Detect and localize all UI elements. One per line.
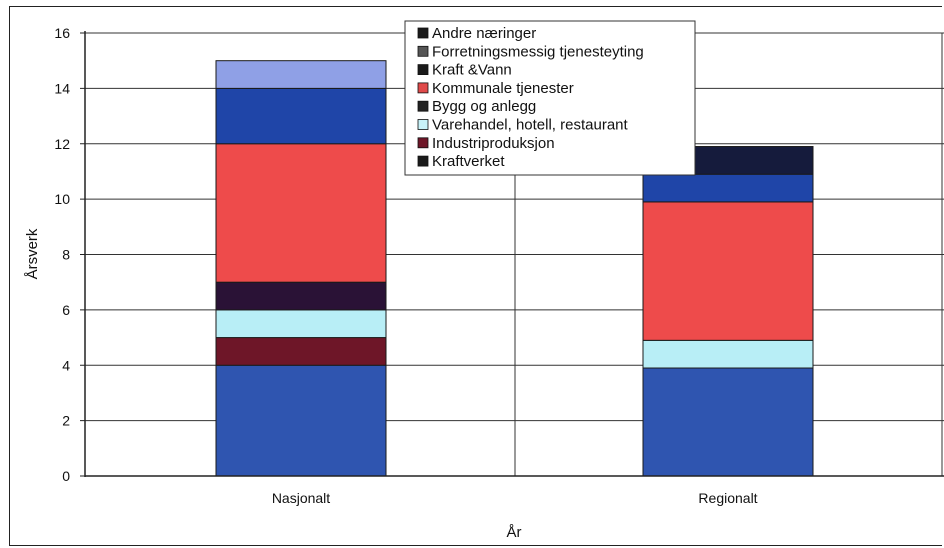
y-tick-label-4: 4 [62,357,70,373]
chart-frame [9,6,942,546]
legend-swatch-varehandel-hotell-restaurant [417,119,429,130]
bar-segment-regionalt-kommunale-tjenester [642,201,814,341]
legend-swatch-kraft-vann [417,64,429,75]
y-axis-title: Årsverk [24,228,41,279]
legend-swatch-industriproduksjon [417,137,429,149]
x-axis-title: År [507,524,522,541]
legend-swatch-andre-næringer [417,27,429,39]
bar-segment-nasjonalt-kraft-vann [215,87,387,145]
legend-swatch-bygg-og-anlegg [417,100,429,112]
bar-segment-nasjonalt-kraftverket [215,364,387,477]
legend-label-kraftverket: Kraftverket [432,153,505,170]
bar-segment-nasjonalt-forretningsmessig-tjenesteyting [215,60,387,89]
bar-segment-nasjonalt-varehandel-hotell-restaurant [215,309,387,339]
x-tick-label-nasjonalt: Nasjonalt [272,490,330,506]
legend-swatch-kommunale-tjenester [417,82,429,94]
bar-segment-regionalt-kraft-vann [642,173,814,203]
y-tick-label-0: 0 [62,468,70,484]
y-tick-label-12: 12 [54,136,70,152]
legend-label-kraft-vann: Kraft &Vann [432,62,512,79]
x-tick-labels: Nasjonalt Regionalt [272,490,758,506]
legend-swatch-forretningsmessig-tjenesteyting [417,45,429,57]
legend-label-andre-næringer: Andre næringer [432,25,536,42]
y-tick-label-2: 2 [62,413,70,429]
x-tick-label-regionalt: Regionalt [698,490,757,506]
axes [80,31,944,477]
y-tick-labels: 0 2 4 6 8 10 12 14 16 [54,25,70,484]
legend-label-bygg-og-anlegg: Bygg og anlegg [432,98,536,115]
legend-label-kommunale-tjenester: Kommunale tjenester [432,80,574,97]
bar-segment-nasjonalt-bygg-og-anlegg [215,281,387,311]
y-tick-label-16: 16 [54,25,70,41]
y-tick-label-10: 10 [54,191,70,207]
y-tick-label-8: 8 [62,247,70,263]
bar-segment-nasjonalt-industriproduksjon [215,337,387,366]
bar-segment-regionalt-kraftverket [642,367,814,477]
legend-label-industriproduksjon: Industriproduksjon [432,135,555,152]
y-tick-label-6: 6 [62,302,70,318]
bars [215,60,814,477]
legend-label-forretningsmessig-tjenesteyting: Forretningsmessig tjenesteyting [432,43,644,60]
legend-label-varehandel-hotell-restaurant: Varehandel, hotell, restaurant [432,117,629,134]
bar-segment-regionalt-varehandel-hotell-restaurant [642,339,814,369]
y-tick-label-14: 14 [54,80,70,96]
legend-swatch-kraftverket [417,155,429,167]
legend-box [404,20,696,176]
bar-segment-nasjonalt-kommunale-tjenester [215,143,387,283]
